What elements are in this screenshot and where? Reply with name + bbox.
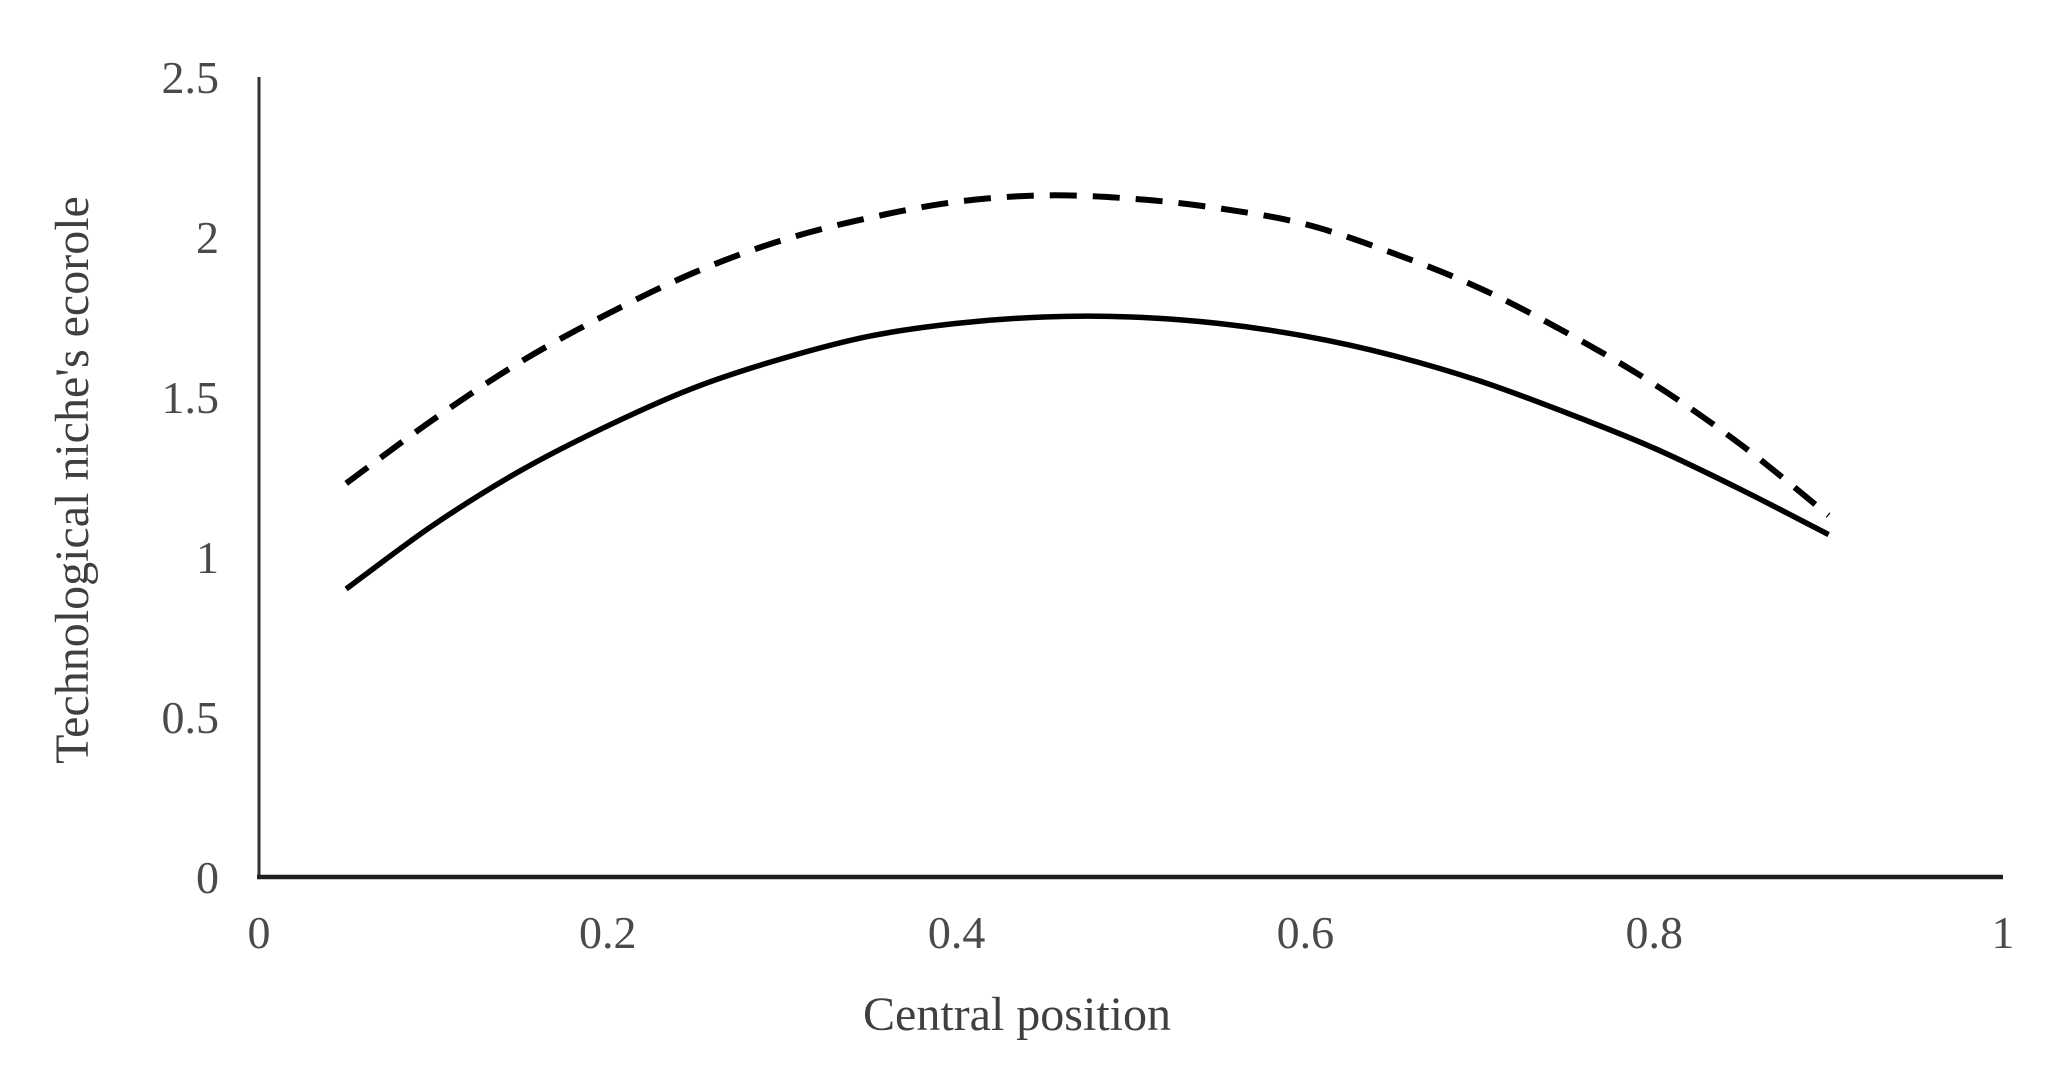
- x-tick-label: 0.8: [1625, 907, 1683, 958]
- x-tick-label: 0.4: [928, 907, 986, 958]
- x-tick-label: 0.6: [1277, 907, 1335, 958]
- y-tick-label: 2.5: [162, 52, 220, 103]
- axes-layer: [257, 77, 2003, 880]
- dashed-series-curve: [344, 192, 1831, 518]
- x-axis-title: Central position: [863, 988, 1171, 1041]
- y-tick-label: 1: [196, 532, 219, 583]
- y-tick-label: 1.5: [162, 372, 220, 423]
- tick-labels-layer: 0 0.5 1 1.5 2 2.5 0 0.2 0.4 0.6 0.8 1: [162, 52, 2015, 958]
- y-axis-title: Technological niche's ecorole: [46, 196, 99, 764]
- x-tick-label: 1: [1992, 907, 2015, 958]
- series-layer: [344, 192, 1831, 592]
- y-tick-label: 0: [196, 852, 219, 903]
- y-tick-label: 0.5: [162, 692, 220, 743]
- solid-series-curve: [344, 313, 1830, 592]
- x-tick-label: 0: [248, 907, 271, 958]
- y-tick-label: 2: [196, 212, 219, 263]
- x-tick-label: 0.2: [579, 907, 637, 958]
